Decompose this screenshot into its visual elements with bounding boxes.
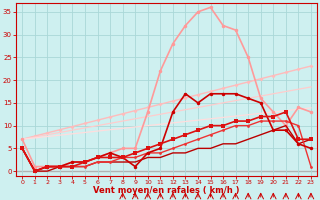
X-axis label: Vent moyen/en rafales ( km/h ): Vent moyen/en rafales ( km/h ) [93, 186, 240, 195]
